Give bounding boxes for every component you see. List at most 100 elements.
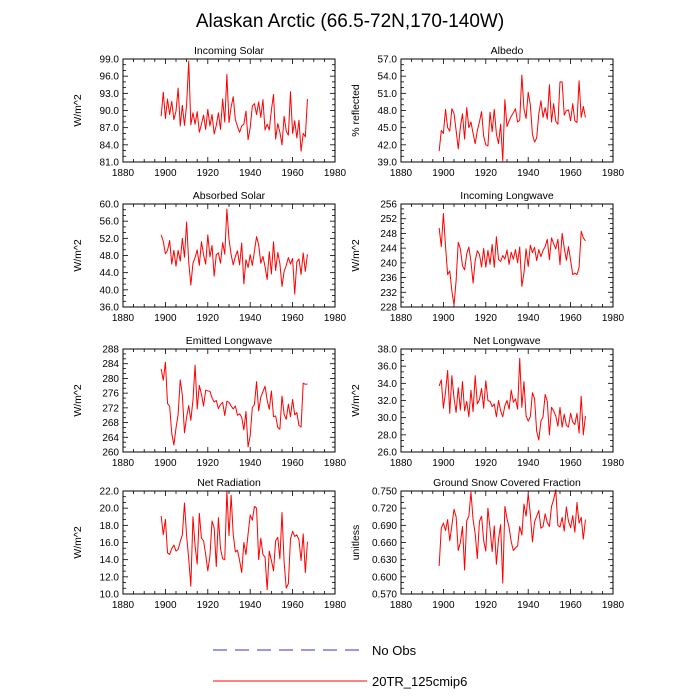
x-tick-label-incoming-longwave: 1880 <box>390 313 413 324</box>
y-axis-label-albedo: % reflected <box>350 84 362 137</box>
x-tick-label-net-radiation: 1940 <box>239 600 262 611</box>
y-tick-label-net-longwave: 32.0 <box>378 396 398 407</box>
y-tick-label-net-longwave: 34.0 <box>378 379 398 390</box>
series-line-incoming-solar <box>160 60 308 152</box>
panel-incoming-solar: Incoming Solar W/m^2 1880 1900 1920 1940 1960 1… <box>72 45 347 179</box>
x-tick-label-albedo: 1960 <box>559 168 582 179</box>
x-tick-label-incoming-solar: 1940 <box>239 168 262 179</box>
panel-albedo: Albedo % reflected 1880 1900 1920 1940 1960 198… <box>350 45 625 179</box>
x-tick-label-emitted-longwave: 1940 <box>239 458 262 469</box>
y-axis-label-incoming-solar: W/m^2 <box>72 94 84 127</box>
y-tick-label-albedo: 39.0 <box>378 158 398 169</box>
y-tick-label-incoming-solar: 93.0 <box>100 89 120 100</box>
y-tick-label-ground-snow-covered-fraction: 0.570 <box>372 590 397 601</box>
x-tick-label-albedo: 1940 <box>517 168 540 179</box>
plot-frame-net-radiation <box>122 490 336 595</box>
y-tick-label-incoming-solar: 96.0 <box>100 72 120 83</box>
legend: No Obs 20TR_125cmip6 <box>213 643 467 689</box>
y-tick-label-absorbed-solar: 36.0 <box>100 303 120 314</box>
plot-frame-incoming-longwave <box>400 203 614 308</box>
panel-title-ground-snow-covered-fraction: Ground Snow Covered Fraction <box>433 477 581 489</box>
y-tick-label-incoming-longwave: 228 <box>380 303 397 314</box>
x-tick-label-absorbed-solar: 1980 <box>324 313 347 324</box>
x-tick-label-incoming-solar: 1980 <box>324 168 347 179</box>
y-tick-label-ground-snow-covered-fraction: 0.750 <box>372 487 397 498</box>
x-tick-label-incoming-longwave: 1960 <box>559 313 582 324</box>
x-tick-label-albedo: 1880 <box>390 168 413 179</box>
y-tick-label-ground-snow-covered-fraction: 0.630 <box>372 555 397 566</box>
y-tick-label-emitted-longwave: 288 <box>102 345 119 356</box>
y-tick-label-incoming-longwave: 236 <box>380 273 397 284</box>
panel-incoming-longwave: Incoming Longwave W/m^2 1880 1900 1920 1940 19… <box>350 190 625 324</box>
y-tick-label-ground-snow-covered-fraction: 0.690 <box>372 521 397 532</box>
panel-title-emitted-longwave: Emitted Longwave <box>186 335 273 347</box>
x-tick-label-ground-snow-covered-fraction: 1900 <box>432 600 455 611</box>
y-axis-label-incoming-longwave: W/m^2 <box>350 239 362 272</box>
y-tick-label-net-radiation: 10.0 <box>100 590 120 601</box>
plot-frame-absorbed-solar <box>122 203 336 308</box>
x-tick-label-net-radiation: 1880 <box>112 600 135 611</box>
plot-frame-albedo <box>400 58 614 163</box>
plot-frame-incoming-solar <box>122 58 336 163</box>
y-tick-label-net-radiation: 18.0 <box>100 521 120 532</box>
panel-title-net-radiation: Net Radiation <box>197 477 261 489</box>
y-tick-label-net-longwave: 28.0 <box>378 430 398 441</box>
panel-emitted-longwave: Emitted Longwave W/m^2 1880 1900 1920 1940 196… <box>72 335 347 469</box>
x-tick-label-absorbed-solar: 1880 <box>112 313 135 324</box>
y-tick-label-net-radiation: 16.0 <box>100 538 120 549</box>
y-tick-label-ground-snow-covered-fraction: 0.600 <box>372 572 397 583</box>
x-tick-label-ground-snow-covered-fraction: 1920 <box>475 600 498 611</box>
x-tick-label-incoming-longwave: 1900 <box>432 313 455 324</box>
y-tick-label-emitted-longwave: 280 <box>102 374 119 385</box>
y-tick-label-incoming-solar: 87.0 <box>100 123 120 134</box>
y-tick-label-emitted-longwave: 264 <box>102 433 119 444</box>
series-line-net-longwave <box>438 357 586 441</box>
x-tick-label-ground-snow-covered-fraction: 1940 <box>517 600 540 611</box>
y-axis-label-emitted-longwave: W/m^2 <box>72 384 84 417</box>
y-tick-label-emitted-longwave: 268 <box>102 418 119 429</box>
panel-net-radiation: Net Radiation W/m^2 1880 1900 1920 1940 1960 19… <box>72 477 347 611</box>
x-tick-label-emitted-longwave: 1880 <box>112 458 135 469</box>
y-tick-label-net-radiation: 14.0 <box>100 555 120 566</box>
legend-label-no-obs: No Obs <box>372 643 417 658</box>
y-tick-label-incoming-solar: 90.0 <box>100 106 120 117</box>
series-line-net-radiation <box>160 490 308 591</box>
x-tick-label-ground-snow-covered-fraction: 1980 <box>602 600 625 611</box>
x-tick-label-incoming-longwave: 1940 <box>517 313 540 324</box>
x-tick-label-absorbed-solar: 1900 <box>154 313 177 324</box>
y-axis-label-absorbed-solar: W/m^2 <box>72 239 84 272</box>
x-tick-label-incoming-longwave: 1920 <box>475 313 498 324</box>
x-tick-label-net-longwave: 1940 <box>517 458 540 469</box>
y-tick-label-albedo: 54.0 <box>378 72 398 83</box>
figure-title: Alaskan Arctic (66.5-72N,170-140W) <box>196 11 504 32</box>
plot-frame-net-longwave <box>400 348 614 453</box>
series-line-albedo <box>438 74 586 162</box>
y-tick-label-incoming-longwave: 232 <box>380 288 397 299</box>
y-tick-label-albedo: 48.0 <box>378 106 398 117</box>
panel-title-albedo: Albedo <box>491 45 524 57</box>
y-tick-label-absorbed-solar: 44.0 <box>100 268 120 279</box>
y-tick-label-net-radiation: 12.0 <box>100 572 120 583</box>
x-tick-label-net-radiation: 1900 <box>154 600 177 611</box>
y-tick-label-incoming-longwave: 256 <box>380 200 397 211</box>
x-tick-label-emitted-longwave: 1920 <box>197 458 220 469</box>
y-axis-label-ground-snow-covered-fraction: unitless <box>350 525 362 561</box>
x-tick-label-incoming-solar: 1880 <box>112 168 135 179</box>
series-line-incoming-longwave <box>438 213 586 306</box>
y-tick-label-net-radiation: 20.0 <box>100 504 120 515</box>
panel-title-incoming-longwave: Incoming Longwave <box>460 190 554 202</box>
y-axis-label-net-radiation: W/m^2 <box>72 526 84 559</box>
y-axis-label-net-longwave: W/m^2 <box>350 384 362 417</box>
y-tick-label-emitted-longwave: 272 <box>102 403 119 414</box>
x-tick-label-absorbed-solar: 1940 <box>239 313 262 324</box>
y-tick-label-albedo: 42.0 <box>378 140 398 151</box>
y-tick-label-ground-snow-covered-fraction: 0.720 <box>372 504 397 515</box>
y-tick-label-albedo: 51.0 <box>378 89 398 100</box>
y-tick-label-emitted-longwave: 260 <box>102 448 119 459</box>
y-tick-label-incoming-solar: 81.0 <box>100 158 120 169</box>
panels: Incoming Solar W/m^2 1880 1900 1920 1940 1960 1… <box>72 45 625 611</box>
panel-title-absorbed-solar: Absorbed Solar <box>193 190 266 202</box>
x-tick-label-net-longwave: 1980 <box>602 458 625 469</box>
y-tick-label-incoming-longwave: 244 <box>380 244 397 255</box>
